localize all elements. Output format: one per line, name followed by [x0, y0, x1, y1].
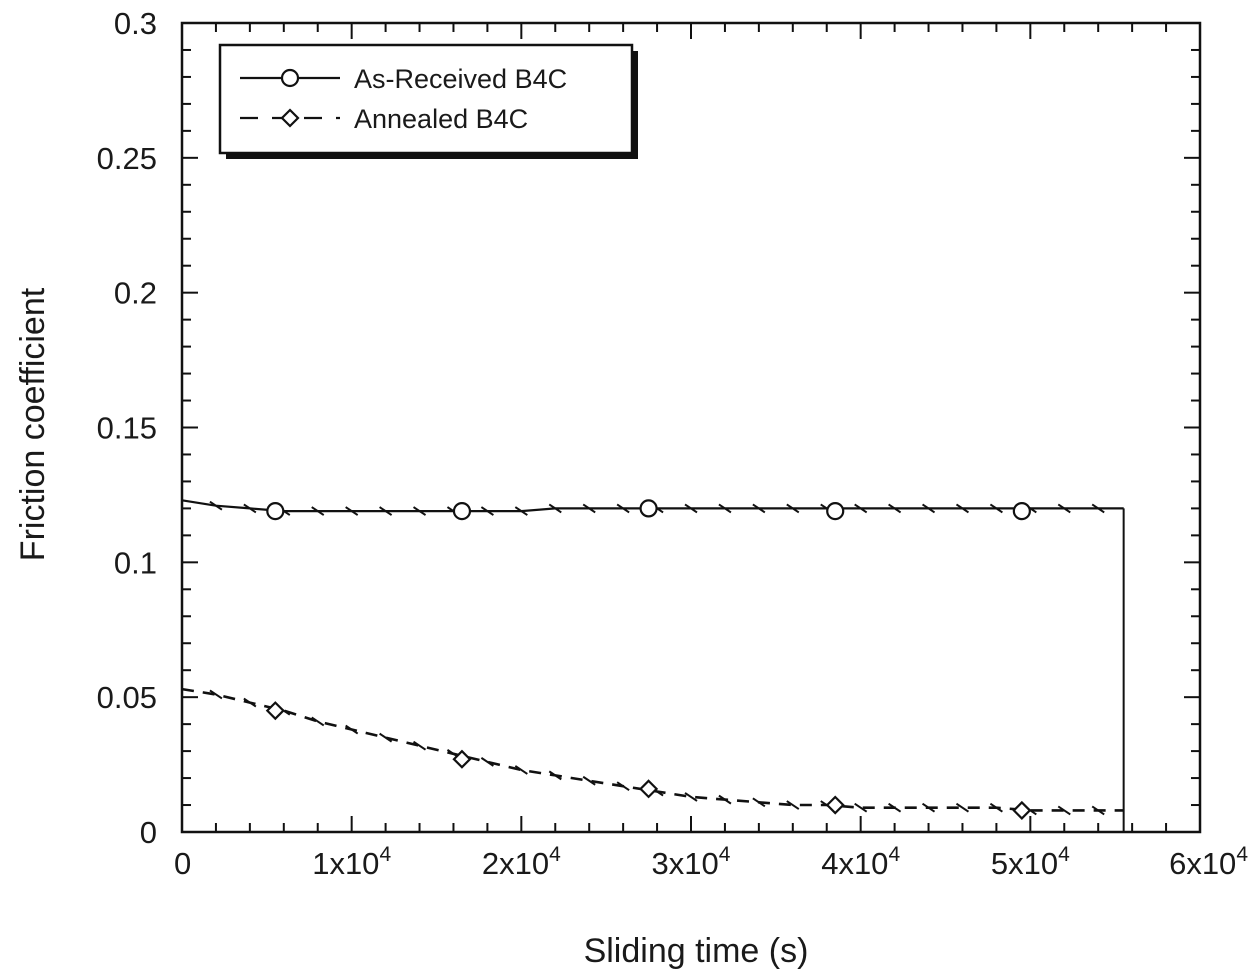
series-noise — [548, 503, 562, 514]
series-0 — [181, 499, 1125, 832]
series-noise — [345, 506, 359, 516]
x-tick-label: 4x104 — [821, 843, 900, 881]
series-noise — [921, 802, 936, 813]
series-noise — [684, 792, 698, 802]
series-noise — [1091, 503, 1105, 514]
series-1 — [181, 687, 1124, 820]
series-noise — [379, 506, 393, 516]
series-noise — [718, 503, 732, 514]
y-tick-label: 0.1 — [114, 545, 157, 580]
series-noise — [1057, 805, 1071, 816]
series-noise — [311, 506, 325, 516]
y-tick-label: 0.2 — [114, 276, 157, 311]
series-noise — [854, 503, 868, 514]
circle-marker — [452, 501, 472, 521]
plot-frame — [180, 21, 1202, 834]
x-tick-label: 0 — [174, 846, 191, 881]
diamond-marker — [639, 779, 659, 799]
series-noise — [412, 740, 427, 751]
series-noise — [752, 797, 766, 808]
series-noise — [888, 503, 902, 514]
legend: As-Received B4C Annealed B4C — [218, 43, 638, 159]
diamond-marker — [825, 795, 845, 815]
y-tick-label: 0.05 — [97, 680, 157, 715]
series-noise — [243, 697, 257, 708]
series-noise — [1091, 805, 1105, 816]
series-noise — [1057, 503, 1071, 514]
series-noise — [311, 716, 325, 727]
series-noise — [989, 802, 1003, 813]
series-noise — [888, 802, 902, 813]
series-noise — [684, 503, 698, 514]
x-tick-label: 3x104 — [652, 843, 731, 881]
circle-marker — [826, 501, 845, 521]
series-noise — [616, 781, 630, 791]
series-noise — [412, 506, 427, 516]
diamond-marker — [452, 749, 472, 769]
series-noise — [514, 765, 528, 775]
series-noise — [345, 724, 359, 735]
series-noise — [752, 503, 766, 514]
series-noise — [955, 503, 970, 514]
series-noise — [582, 503, 596, 514]
x-tick-label: 2x104 — [482, 843, 561, 881]
series-noise — [955, 802, 970, 813]
series-noise — [548, 770, 562, 781]
x-tick-label: 6x104 — [1169, 843, 1248, 881]
legend-label: Annealed B4C — [354, 104, 528, 134]
series-noise — [616, 503, 630, 514]
series-noise — [854, 802, 868, 813]
tick-labels-layer: 0 1x104 2x104 3x104 4x104 5x104 6x104 0 0.05 0.1 0… — [97, 6, 1249, 881]
legend-box — [218, 43, 634, 155]
series-noise — [243, 503, 257, 514]
series-noise — [480, 506, 494, 516]
diamond-marker — [1012, 800, 1032, 820]
circle-marker — [266, 501, 285, 521]
y-tick-label: 0.25 — [97, 141, 157, 176]
series-noise — [514, 506, 528, 516]
y-axis-label: Friction coefficient — [14, 287, 52, 561]
y-tick-label: 0.3 — [114, 6, 157, 41]
series-noise — [718, 794, 732, 805]
x-tick-label: 1x104 — [312, 843, 391, 881]
series-noise — [379, 732, 393, 743]
series-noise — [480, 757, 494, 767]
y-tick-label: 0 — [140, 815, 157, 850]
x-axis-label: Sliding time (s) — [584, 932, 809, 970]
series-noise — [582, 775, 596, 786]
circle-marker — [639, 499, 658, 518]
circle-marker — [1012, 501, 1031, 521]
series-noise — [786, 503, 800, 514]
series-layer — [181, 499, 1125, 832]
legend-diamond-marker — [280, 108, 300, 128]
series-noise — [989, 503, 1003, 514]
series-noise — [921, 503, 936, 514]
series-noise — [786, 800, 800, 810]
diamond-marker — [265, 701, 285, 721]
series-noise — [209, 500, 223, 511]
x-tick-label: 5x104 — [991, 843, 1070, 881]
y-tick-label: 0.15 — [97, 411, 157, 446]
series-noise — [209, 689, 223, 700]
legend-circle-marker — [280, 68, 300, 88]
legend-label: As-Received B4C — [354, 64, 567, 94]
